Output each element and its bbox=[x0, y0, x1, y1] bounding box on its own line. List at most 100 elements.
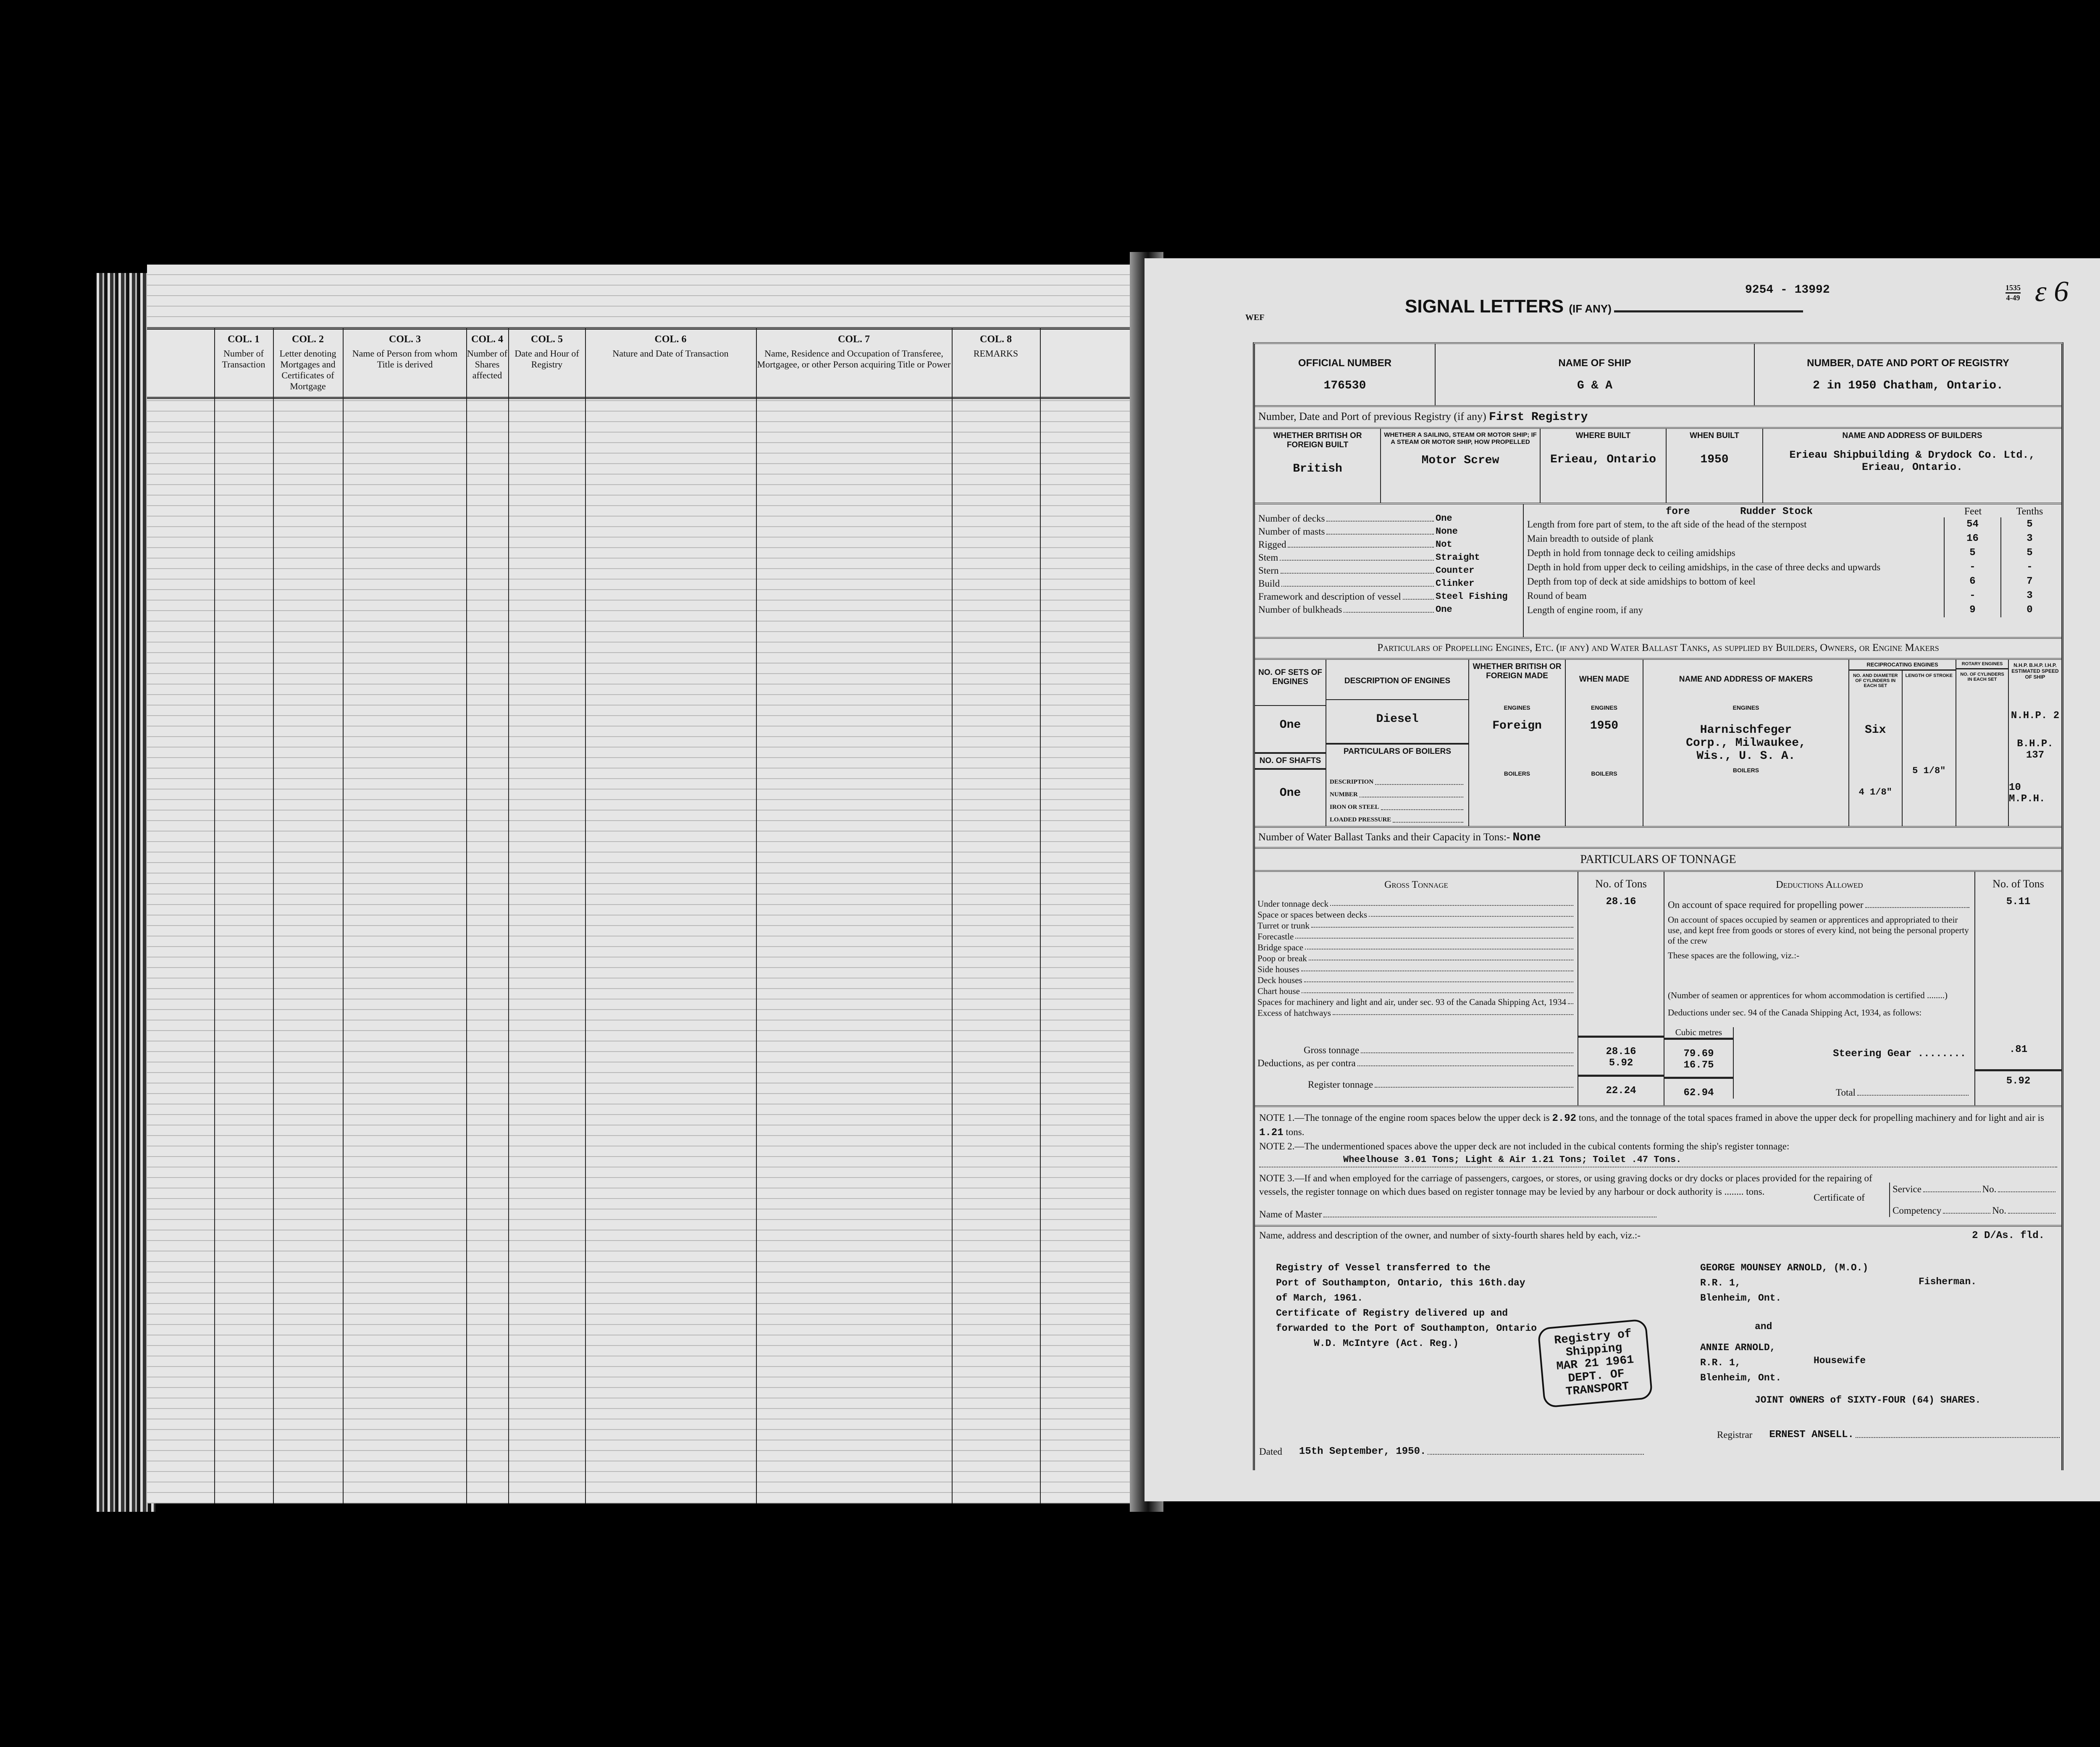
owner-annie-arnold: ANNIE ARNOLD, R.R. 1, Blenheim, Ont. bbox=[1700, 1340, 1781, 1385]
dimension-row: Length of engine room, if any 9 0 bbox=[1527, 603, 2058, 617]
official-section: OFFICIAL NUMBER 176530 NAME OF SHIP G & A … bbox=[1255, 344, 2061, 407]
dimension-feet: 54 bbox=[1945, 517, 2001, 532]
boiler-field: DESCRIPTION bbox=[1326, 776, 1468, 788]
dot-leader bbox=[1369, 909, 1573, 917]
col7-header: COL. 7 Name, Residence and Occupation of … bbox=[757, 334, 951, 370]
engine-origin: Foreign bbox=[1492, 719, 1542, 732]
particular-label: Rigged bbox=[1258, 539, 1286, 550]
registry-value: 2 in 1950 Chatham, Ontario. bbox=[1813, 379, 2003, 392]
particular-label: Number of masts bbox=[1258, 526, 1325, 537]
boiler-field-label: DESCRIPTION bbox=[1330, 779, 1374, 785]
stroke: 5 1/8" bbox=[1912, 766, 1946, 776]
handwritten-mark: ɛ 6 bbox=[2035, 275, 2069, 308]
dimension-label: Length from fore part of stem, to the af… bbox=[1527, 517, 1945, 532]
col3-header: COL. 3 Name of Person from whom Title is … bbox=[352, 334, 458, 370]
gross-row-label: Spaces for machinery and light and air, … bbox=[1257, 997, 1567, 1007]
dot-leader bbox=[1281, 577, 1434, 587]
dated-value: 15th September, 1950. bbox=[1299, 1446, 1426, 1457]
particular-row: Stem Straight bbox=[1258, 551, 1520, 564]
dimension-label: Length of engine room, if any bbox=[1527, 603, 1945, 617]
where-built: Erieau, Ontario bbox=[1550, 453, 1656, 466]
particular-value: Straight bbox=[1436, 552, 1480, 563]
dot-leader bbox=[1301, 964, 1573, 971]
owner-george-arnold: GEORGE MOUNSEY ARNOLD, (M.O.) R.R. 1, Blen… bbox=[1700, 1260, 1868, 1306]
registrar-value: ERNEST ANSELL. bbox=[1769, 1429, 1854, 1440]
dimension-feet: - bbox=[1945, 589, 2001, 603]
particular-row: Number of decks One bbox=[1258, 512, 1520, 525]
col4-header: COL. 4 Number of Shares affected bbox=[467, 334, 507, 380]
dimension-tenths: - bbox=[2026, 561, 2033, 573]
boiler-field: IRON OR STEEL bbox=[1326, 801, 1468, 813]
dimension-feet: 5 bbox=[1945, 546, 2001, 560]
dimension-label: Depth in hold from tonnage deck to ceili… bbox=[1527, 546, 1945, 560]
gross-row-label: Space or spaces between decks bbox=[1257, 910, 1368, 920]
particular-label: Number of bulkheads bbox=[1258, 604, 1342, 615]
dimension-row: Length from fore part of stem, to the af… bbox=[1527, 517, 2058, 532]
particular-row: Framework and description of vessel Steel… bbox=[1258, 590, 1520, 603]
gross-tonnage-row: Space or spaces between decks bbox=[1257, 909, 1575, 920]
particular-value: Counter bbox=[1436, 565, 1475, 576]
particular-value: Steel Fishing bbox=[1436, 591, 1508, 602]
particular-label: Framework and description of vessel bbox=[1258, 591, 1401, 602]
official-number-label: OFFICIAL NUMBER bbox=[1298, 357, 1392, 369]
particular-label: Stern bbox=[1258, 565, 1279, 576]
particular-row: Rigged Not bbox=[1258, 538, 1520, 551]
ship-name-label: NAME OF SHIP bbox=[1558, 357, 1631, 369]
boiler-field: NUMBER bbox=[1326, 788, 1468, 801]
gross-cubic-metres: 79.69 bbox=[1664, 1038, 1733, 1060]
dimension-tenths: 0 bbox=[2026, 604, 2033, 616]
dot-leader bbox=[1568, 997, 1573, 1004]
deductions-cubic-metres: 16.75 bbox=[1683, 1060, 1714, 1071]
gross-tonnage-row: Spaces for machinery and light and air, … bbox=[1257, 997, 1575, 1007]
column-divider bbox=[343, 328, 344, 1503]
notes-section: NOTE 1.—The tonnage of the engine room s… bbox=[1255, 1107, 2061, 1227]
dot-leader bbox=[1332, 1007, 1573, 1015]
dot-leader bbox=[1308, 953, 1573, 960]
dot-leader bbox=[1326, 512, 1434, 522]
col8-header: COL. 8 REMARKS bbox=[973, 334, 1018, 359]
corner-mark: WEF bbox=[1245, 313, 1265, 322]
dimension-label: Main breadth to outside of plank bbox=[1527, 532, 1945, 546]
particular-label: Build bbox=[1258, 578, 1280, 589]
propulsion: Motor Screw bbox=[1421, 454, 1499, 467]
side-fraction: 1535 4-49 bbox=[2006, 283, 2021, 302]
boiler-field-label: LOADED PRESSURE bbox=[1330, 816, 1391, 823]
gross-row-label: Excess of hatchways bbox=[1257, 1008, 1331, 1018]
file-numbers: 9254 - 13992 bbox=[1745, 283, 1830, 296]
steering-gear: Steering Gear ........ bbox=[1833, 1048, 1966, 1060]
particular-value: None bbox=[1436, 526, 1458, 537]
particular-value: Clinker bbox=[1436, 578, 1475, 589]
shafts: One bbox=[1279, 787, 1301, 800]
gross-tonnage-row: Deck houses bbox=[1257, 975, 1575, 986]
column-divider bbox=[273, 328, 274, 1503]
dimension-feet: 6 bbox=[1945, 574, 2001, 589]
and-text: and bbox=[1755, 1321, 1772, 1332]
particulars-list: Number of decks One Number of masts None Rig… bbox=[1255, 504, 1524, 637]
dimension-tenths: 5 bbox=[2026, 519, 2033, 530]
owner1-line: R.R. 1, bbox=[1700, 1277, 1741, 1288]
transfer-line: W.D. McIntyre (Act. Reg.) bbox=[1314, 1338, 1459, 1349]
dot-leader bbox=[1402, 590, 1434, 600]
gross-tonnage-row: Side houses bbox=[1257, 964, 1575, 975]
engines-title: Particulars of Propelling Engines, Etc. … bbox=[1255, 639, 2061, 660]
propelling-deduction: 5.11 bbox=[2006, 896, 2031, 908]
tonnage-title: PARTICULARS OF TONNAGE bbox=[1255, 849, 2061, 872]
dimension-tenths: 5 bbox=[2026, 547, 2033, 559]
engine-maker: Harnischfeger Corp., Milwaukee, Wis., U.… bbox=[1686, 724, 1806, 763]
particular-row: Build Clinker bbox=[1258, 577, 1520, 590]
particular-value: One bbox=[1436, 604, 1452, 615]
dot-leader bbox=[1280, 551, 1434, 561]
when-built: 1950 bbox=[1700, 453, 1729, 466]
built-origin: British bbox=[1293, 462, 1342, 475]
under-deck-tons: 28.16 bbox=[1606, 896, 1636, 908]
owner2-occupation: Housewife bbox=[1814, 1355, 1866, 1366]
gross-row-label: Side houses bbox=[1257, 964, 1299, 974]
particular-row: Stern Counter bbox=[1258, 564, 1520, 577]
gross-row-label: Deck houses bbox=[1257, 975, 1302, 985]
tonnage-section: Gross Tonnage Under tonnage deck Space or… bbox=[1255, 872, 2061, 1107]
dot-leader bbox=[1304, 975, 1573, 982]
dot-leader bbox=[1344, 603, 1434, 613]
column-divider bbox=[952, 328, 953, 1503]
bhp: B.H.P. 137 bbox=[2017, 738, 2053, 761]
particular-label: Stem bbox=[1258, 552, 1278, 563]
